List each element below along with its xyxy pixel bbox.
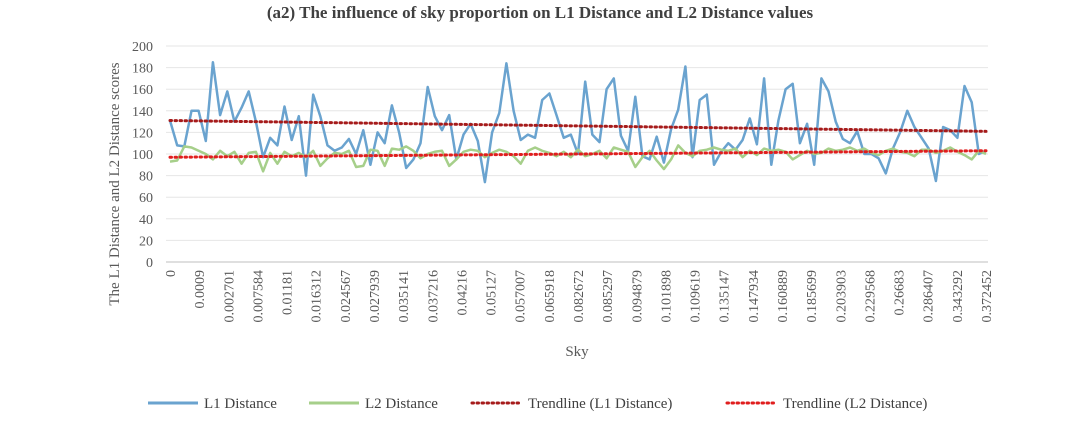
x-tick-label: 0.007584 bbox=[251, 270, 266, 323]
x-tick-label: 0.286407 bbox=[922, 270, 937, 323]
x-tick-label: 0.203903 bbox=[834, 270, 849, 323]
series-group bbox=[168, 60, 988, 184]
y-tick-label: 180 bbox=[132, 62, 153, 77]
x-tick-label: 0.082672 bbox=[572, 270, 587, 323]
x-tick-label: 0.135147 bbox=[718, 270, 733, 323]
x-tick-label: 0.101898 bbox=[659, 270, 674, 323]
x-tick-label: 0.035141 bbox=[397, 270, 412, 323]
legend-label-1: L1 Distance bbox=[204, 396, 277, 412]
x-tick-label: 0.185699 bbox=[805, 270, 820, 323]
x-axis-ticks: 0 0.0009 0.002701 0.007584 0.01181 0.016312 0.… bbox=[164, 270, 995, 323]
x-tick-label: 0.109619 bbox=[689, 270, 704, 323]
x-tick-label: 0.229568 bbox=[863, 270, 878, 323]
series-line-3 bbox=[168, 119, 988, 133]
y-tick-label: 0 bbox=[146, 256, 153, 271]
x-tick-label: 0.343292 bbox=[951, 270, 966, 323]
x-tick-label: 0.057007 bbox=[514, 270, 529, 323]
y-axis-ticks: 0 20 40 60 80 100 120 140 160 180 200 bbox=[132, 40, 153, 271]
x-tick-label: 0.04216 bbox=[455, 270, 470, 316]
y-tick-label: 120 bbox=[132, 126, 153, 141]
series-line-4 bbox=[168, 149, 988, 159]
x-tick-label: 0.065918 bbox=[543, 270, 558, 323]
series-line-1 bbox=[168, 60, 987, 184]
x-tick-label: 0.024567 bbox=[339, 270, 354, 323]
legend-label-4: Trendline (L2 Distance) bbox=[783, 396, 927, 412]
x-tick-label: 0.037216 bbox=[426, 270, 441, 323]
x-tick-label: 0.002701 bbox=[222, 270, 237, 323]
x-tick-label: 0.0009 bbox=[193, 270, 208, 309]
y-tick-label: 40 bbox=[139, 213, 153, 228]
x-tick-label: 0 bbox=[164, 270, 179, 277]
x-tick-label: 0.05127 bbox=[485, 270, 500, 316]
y-tick-label: 60 bbox=[139, 191, 153, 206]
x-tick-label: 0.147934 bbox=[747, 270, 762, 323]
y-tick-label: 140 bbox=[132, 105, 153, 120]
x-tick-label: 0.160889 bbox=[776, 270, 791, 323]
y-tick-label: 100 bbox=[132, 148, 153, 163]
y-axis-label: The L1 Distance and L2 Distance scores bbox=[107, 62, 123, 305]
legend: L1 Distance L2 Distance Trendline (L1 Dist… bbox=[148, 396, 927, 412]
x-tick-label: 0.01181 bbox=[281, 270, 296, 315]
y-tick-label: 200 bbox=[132, 40, 153, 55]
x-axis-label: Sky bbox=[565, 344, 589, 360]
x-tick-label: 0.26683 bbox=[893, 270, 908, 316]
legend-label-3: Trendline (L1 Distance) bbox=[528, 396, 672, 412]
y-tick-label: 80 bbox=[139, 170, 153, 185]
chart-title: (a2) The influence of sky proportion on … bbox=[267, 3, 814, 22]
x-tick-label: 0.094879 bbox=[630, 270, 645, 323]
x-tick-label: 0.016312 bbox=[310, 270, 325, 323]
y-tick-label: 160 bbox=[132, 83, 153, 98]
legend-label-2: L2 Distance bbox=[365, 396, 438, 412]
y-tick-label: 20 bbox=[139, 234, 153, 249]
x-tick-label: 0.027939 bbox=[368, 270, 383, 323]
x-tick-label: 0.372452 bbox=[980, 270, 995, 323]
x-tick-label: 0.085297 bbox=[601, 270, 616, 323]
series-line-2 bbox=[169, 144, 987, 173]
